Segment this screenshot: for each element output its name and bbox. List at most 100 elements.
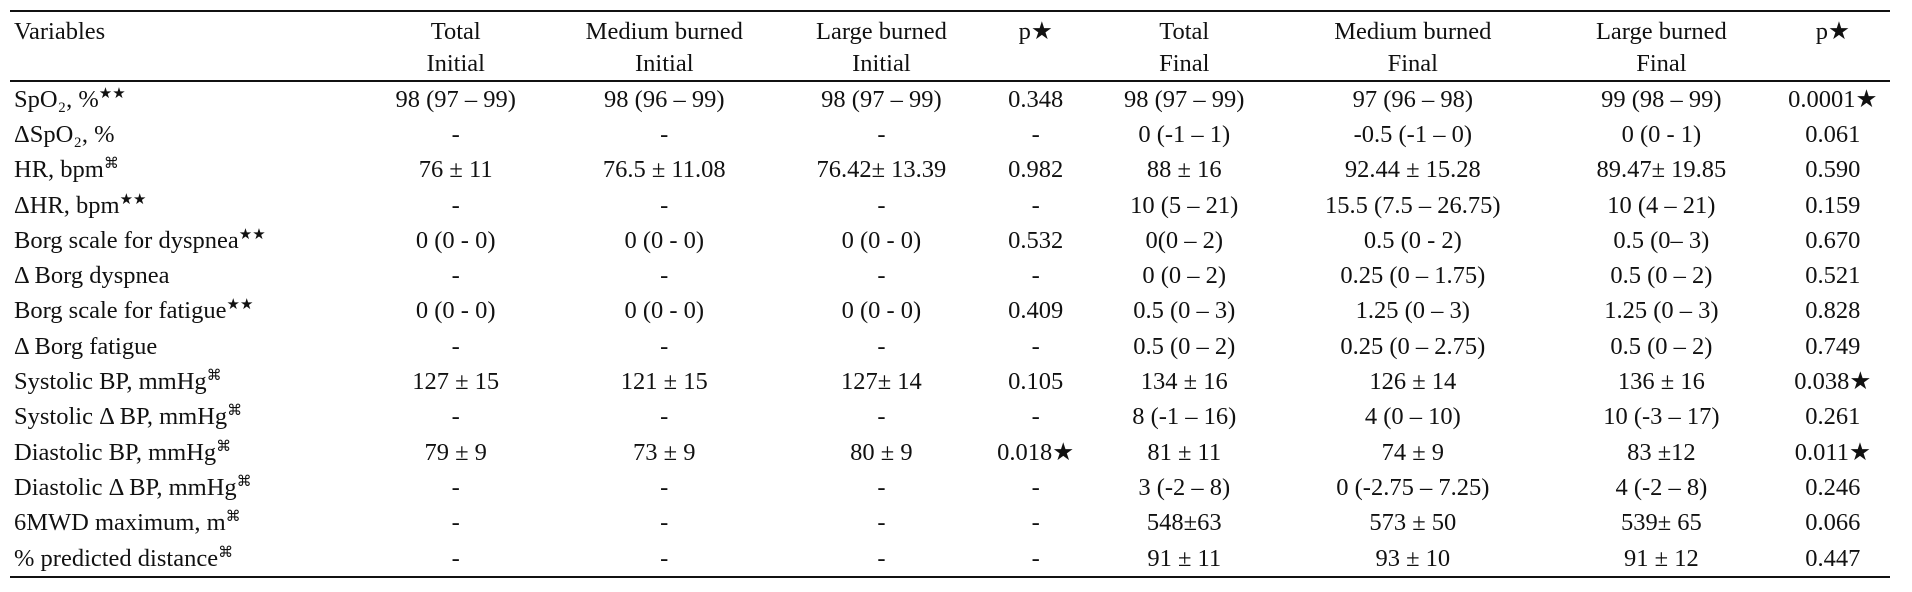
table-cell: 0.261 [1805,403,1861,431]
variable-label: Systolic BP, mmHg [14,368,207,396]
table-cell: 0.5 (0 – 2) [1133,332,1236,360]
variable-cell: % predicted distance⌘ [10,540,365,579]
table-cell: 83 ±12 [1627,438,1696,466]
column-header-line2: Final [1387,50,1438,77]
variable-cell: HR, bpm⌘ [10,153,364,188]
table-cell: - [877,403,886,431]
table-cell: 0.246 [1805,473,1861,501]
column-header-3: Large burned Initial [781,10,982,82]
table-cell: - [451,403,460,431]
variable-label: Diastolic Δ BP, mmHg [14,473,237,501]
column-header-line1: p★ [1815,18,1850,45]
table-cell: - [877,262,886,290]
table-cell: 89.47± 19.85 [1596,156,1727,184]
table-cell: - [660,473,669,501]
table-cell: 80 ± 9 [850,438,913,466]
table-row: ΔSpO₂, % - - - - 0 (-1 – 1) -0.5 (-1 – 0) 0 (0 … [10,117,1890,152]
table-cell: 0 (0 - 0) [624,226,705,254]
table-cell: 4 (-2 – 8) [1615,473,1708,501]
table-cell: 3 (-2 – 8) [1138,473,1231,501]
table-cell: 76.42± 13.39 [816,156,947,184]
table-cell: 73 ± 9 [633,438,696,466]
table-cell: 0.0001★ [1788,85,1878,113]
table-cell: 79 ± 9 [424,438,487,466]
footnote-marker: ★★ [119,191,147,208]
table-container: Variables Total Initial Medium burned Initia… [10,10,1890,579]
footnote-marker: ⌘ [218,544,234,561]
table-row: Δ Borg dyspnea - - - - 0 (0 – 2) 0.25 (0 – 1.7… [10,258,1890,293]
table-cell: 0 (0 – 2) [1142,262,1227,290]
column-header-line2: Initial [635,50,694,77]
footnote-marker: ★★ [238,226,266,243]
variable-cell: Borg scale for fatigue★★ [10,294,364,329]
footnote-marker: ⌘ [103,156,119,173]
table-row: Δ Borg fatigue - - - - 0.5 (0 – 2) 0.25 (0 – 2… [10,329,1890,364]
table-cell: 573 ± 50 [1369,509,1457,537]
footnote-marker: ⌘ [236,473,252,490]
table-cell: - [781,540,982,579]
table-cell: 98 (96 – 99) [604,85,725,113]
table-cell: -0.5 (-1 – 0) [1353,120,1472,148]
table-row: Systolic BP, mmHg⌘ 127 ± 15 121 ± 15 127± 1… [10,364,1890,399]
table-cell: - [877,191,886,219]
table-cell: 0.5 (0 – 3) [1133,297,1236,325]
table-cell: 126 ± 14 [1369,368,1457,396]
column-header-line1: p★ [1018,18,1053,45]
table-cell: 0.25 (0 – 1.75) [1340,262,1486,290]
table-cell: - [1031,403,1040,431]
table-cell: - [877,120,886,148]
table-cell: - [451,332,460,360]
variable-cell: Δ Borg dyspnea [10,258,364,293]
table-cell: - [877,332,886,360]
table-cell: - [451,473,460,501]
column-header-8: p★ [1775,10,1890,82]
variable-cell: Borg scale for dyspnea★★ [10,223,364,258]
table-row: HR, bpm⌘ 76 ± 11 76.5 ± 11.08 76.42± 13.39 0… [10,153,1890,188]
table-cell: - [547,540,782,579]
column-header-line2: Initial [852,50,911,77]
table-cell: 0.828 [1805,297,1861,325]
table-cell: 74 ± 9 [1381,438,1445,466]
table-cell: - [660,191,669,219]
table-cell: 88 ± 16 [1146,156,1222,184]
results-table: Variables Total Initial Medium burned Initia… [10,10,1890,579]
table-cell: 0.011★ [1794,438,1871,466]
table-cell: 91 ± 11 [1089,540,1279,579]
table-cell: 0 (-2.75 – 7.25) [1336,473,1490,501]
variable-cell: Diastolic BP, mmHg⌘ [10,435,364,470]
column-header-4: p★ [981,10,1090,82]
table-row: Systolic Δ BP, mmHg⌘ - - - - 8 (-1 – 16) 4 (0 … [10,400,1890,435]
table-cell: 93 ± 10 [1278,540,1548,579]
table-cell: 8 (-1 – 16) [1132,403,1237,431]
variable-label: Borg scale for dyspnea [14,226,239,254]
column-header-2: Medium burned Initial [547,10,782,82]
table-row: Diastolic Δ BP, mmHg⌘ - - - - 3 (-2 – 8) 0 (-2… [10,470,1890,505]
table-cell: - [877,509,886,537]
table-cell: - [1031,191,1040,219]
column-header-line1: Medium burned [585,18,743,45]
variable-cell: Systolic Δ BP, mmHg⌘ [10,400,364,435]
table-row: ΔHR, bpm★★ - - - - 10 (5 – 21) 15.5 (7.5 – 26.… [10,188,1890,223]
table-cell: 97 (96 – 98) [1352,85,1474,113]
table-cell: - [877,473,886,501]
table-cell: 136 ± 16 [1617,368,1705,396]
table-cell: 0(0 – 2) [1145,226,1224,254]
table-cell: 0.5 (0 – 2) [1610,332,1713,360]
footnote-marker: ⌘ [225,509,241,526]
column-header-line2: Final [1636,50,1687,77]
variable-cell: 6MWD maximum, m⌘ [10,506,364,541]
column-header-line1: Medium burned [1334,18,1492,45]
table-cell: 0 (0 - 0) [415,226,496,254]
table-cell: 0.982 [1008,156,1064,184]
table-cell: 0.590 [1805,156,1861,184]
table-cell: 0.105 [1008,368,1064,396]
table-cell: 0.159 [1805,191,1861,219]
table-cell: 98 (97 – 99) [1124,85,1245,113]
table-cell: 0.018★ [997,438,1075,466]
table-cell: 539± 65 [1620,509,1702,537]
table-cell: 0.038★ [1794,368,1872,396]
table-cell: 0.521 [1805,262,1861,290]
table-cell: 127± 14 [840,368,922,396]
footnote-marker: ⌘ [227,403,243,420]
table-cell: - [660,509,669,537]
